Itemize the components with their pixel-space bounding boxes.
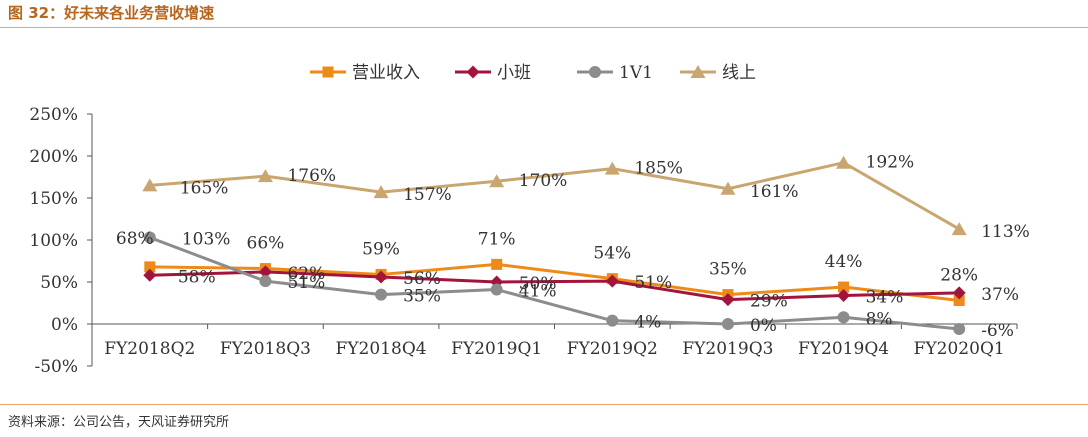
legend-marker	[589, 66, 601, 78]
data-label: 170%	[519, 171, 568, 191]
data-point	[837, 288, 851, 302]
legend-marker	[690, 65, 706, 78]
x-tick-label: FY2020Q1	[914, 339, 1005, 359]
x-tick-label: FY2018Q3	[220, 339, 311, 359]
data-label: 34%	[866, 287, 904, 307]
data-label: 157%	[403, 185, 452, 205]
legend-label: 1V1	[619, 63, 653, 83]
data-point	[257, 169, 273, 183]
data-label: 35%	[403, 287, 441, 307]
series-line	[149, 161, 960, 231]
data-label: 51%	[634, 273, 672, 293]
legend-marker	[466, 65, 480, 79]
y-tick-label: 200%	[29, 147, 78, 167]
data-point	[952, 286, 966, 300]
data-point	[489, 174, 505, 188]
data-label: 58%	[178, 267, 216, 287]
data-label: 54%	[593, 244, 631, 264]
data-labels: 68% 66% 59% 71% 54% 35% 44% 28% 58% 62% 56% 50% 51% 2…	[116, 153, 1030, 341]
plot-area	[142, 155, 967, 336]
data-point	[143, 268, 157, 282]
data-label: 37%	[981, 285, 1019, 305]
data-point	[375, 288, 388, 301]
y-tick-label: -50%	[34, 357, 78, 377]
series-line	[149, 236, 960, 331]
x-tick-label: FY2018Q4	[336, 339, 427, 359]
data-point	[721, 293, 735, 307]
data-point	[951, 222, 967, 236]
data-label: 35%	[709, 260, 747, 280]
data-point	[953, 323, 966, 336]
x-tick-label: FY2019Q4	[798, 339, 889, 359]
x-tick-label: FY2019Q2	[567, 339, 658, 359]
data-point	[490, 283, 503, 296]
data-label: 44%	[825, 252, 863, 272]
data-label: 103%	[182, 229, 231, 249]
y-tick-label: 250%	[29, 105, 78, 125]
data-point	[142, 178, 158, 192]
data-point	[605, 274, 619, 288]
data-point	[144, 261, 156, 273]
data-label: 62%	[287, 264, 325, 284]
x-tick-label: FY2018Q2	[104, 339, 195, 359]
data-point	[259, 275, 272, 288]
data-label: 113%	[981, 222, 1030, 242]
data-label: 192%	[866, 153, 915, 173]
y-tick-label: 100%	[29, 231, 78, 251]
data-label: -6%	[981, 321, 1014, 341]
data-point	[373, 185, 389, 199]
data-label: 56%	[403, 269, 441, 289]
data-point	[491, 258, 503, 270]
data-point	[838, 281, 850, 293]
source-divider	[0, 404, 1088, 405]
series-line	[149, 270, 960, 302]
y-tick-label: 50%	[40, 273, 78, 293]
legend-label: 小班	[497, 63, 531, 83]
data-label: 185%	[634, 159, 683, 179]
data-label: 29%	[750, 292, 788, 312]
data-label: 165%	[180, 178, 229, 198]
data-point	[374, 270, 388, 284]
data-point	[720, 181, 736, 195]
data-label: 0%	[750, 316, 777, 336]
legend-marker	[322, 66, 334, 78]
y-axis: -50% 0% 50% 100% 150% 200% 250%	[29, 105, 93, 377]
data-label: 68%	[116, 229, 154, 249]
data-point	[836, 155, 852, 169]
data-label: 8%	[866, 309, 893, 329]
series-line	[149, 262, 960, 302]
data-point	[143, 231, 156, 244]
data-point	[721, 318, 734, 330]
data-label: 41%	[519, 282, 557, 302]
data-label: 51%	[287, 273, 325, 293]
legend-label: 线上	[722, 63, 756, 83]
figure-title: 图 32：好未来各业务营收增速	[8, 4, 215, 22]
data-point	[604, 161, 620, 175]
data-label: 71%	[478, 229, 516, 249]
x-tick-label: FY2019Q3	[682, 339, 773, 359]
data-label: 161%	[750, 182, 799, 202]
y-tick-label: 150%	[29, 189, 78, 209]
title-divider	[0, 27, 1088, 28]
y-tick-label: 0%	[51, 315, 78, 335]
data-label: 28%	[940, 265, 978, 285]
legend-label: 营业收入	[352, 63, 420, 83]
chart-legend: 营业收入 小班 1V1 线上	[310, 63, 756, 83]
figure-source: 资料来源：公司公告，天风证券研究所	[8, 415, 230, 430]
data-label: 176%	[287, 166, 336, 186]
data-point	[606, 314, 619, 327]
data-label: 4%	[634, 313, 661, 333]
data-label: 66%	[247, 234, 285, 254]
data-point	[258, 265, 272, 279]
data-point	[837, 311, 850, 324]
data-label: 50%	[519, 274, 557, 294]
data-point	[953, 294, 965, 306]
data-label: 59%	[362, 239, 400, 259]
x-axis: FY2018Q2 FY2018Q3 FY2018Q4 FY2019Q1 FY2019Q2…	[91, 323, 1018, 359]
x-tick-label: FY2019Q1	[451, 339, 542, 359]
